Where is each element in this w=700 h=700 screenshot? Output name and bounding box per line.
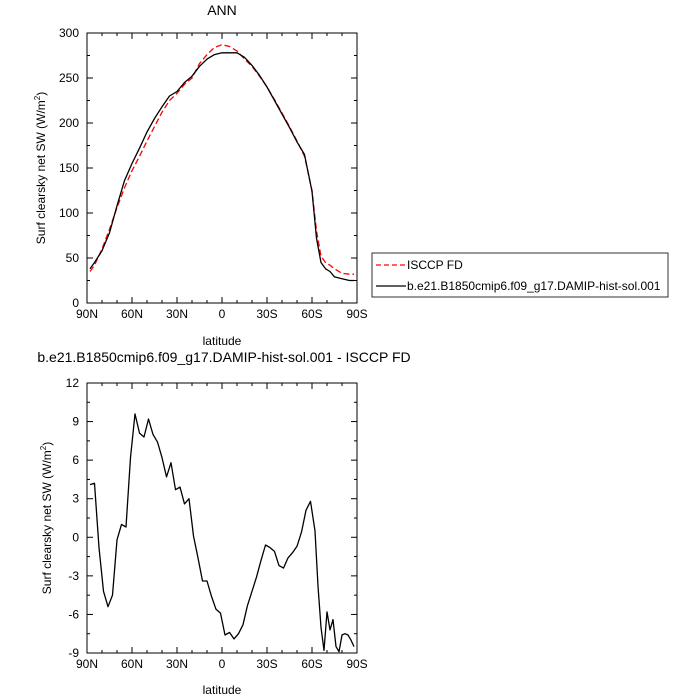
y-tick-label: 250 [59,71,79,85]
y-tick-label: 0 [72,530,79,544]
legend-label-model: b.e21.B1850cmip6.f09_g17.DAMIP-hist-sol.… [407,279,661,293]
bottom-panel: b.e21.B1850cmip6.f09_g17.DAMIP-hist-sol.… [37,349,410,697]
top-plot-frame [86,32,358,304]
y-tick-label: 3 [72,492,79,506]
x-tick-label: 30S [256,657,277,671]
series-line-1-0 [89,413,355,653]
x-tick-label: 90N [76,307,98,321]
bottom-y-axis-title: Surf clearsky net SW (W/m2) [39,442,54,594]
x-tick-label: 60S [301,307,322,321]
x-tick-label: 30S [256,307,277,321]
legend: ISCCP FD b.e21.B1850cmip6.f09_g17.DAMIP-… [371,252,669,298]
x-tick-label: 90S [346,307,367,321]
top-panel: ANN 90N 60N 30N 0 30S 60S 90S 0 50 100 150 200 250 30… [33,2,669,348]
x-tick-label: 90N [76,657,98,671]
y-tick-label: 6 [72,453,79,467]
y-tick-label: 150 [59,161,79,175]
y-tick-label: 300 [59,26,79,40]
top-chart-title: ANN [207,2,237,18]
y-tick-label: -6 [68,607,79,621]
x-tick-label: 0 [219,307,226,321]
y-tick-label: 9 [72,415,79,429]
y-tick-label: 50 [66,251,80,265]
y-tick-label: 12 [66,376,80,390]
x-tick-label: 60N [121,307,143,321]
bottom-x-axis-title: latitude [203,683,242,697]
x-tick-label: 60N [121,657,143,671]
x-tick-label: 30N [166,307,188,321]
legend-label-isccp: ISCCP FD [407,258,463,272]
x-tick-label: 90S [346,657,367,671]
y-tick-label: 0 [72,296,79,310]
y-tick-label: 200 [59,116,79,130]
x-tick-label: 30N [166,657,188,671]
x-tick-label: 0 [219,657,226,671]
top-y-axis-title: Surf clearsky net SW (W/m2) [33,92,48,244]
series-line-0-1 [89,52,354,282]
legend-box [371,252,669,298]
x-tick-label: 60S [301,657,322,671]
series-line-0-0 [89,44,354,275]
y-tick-label: -3 [68,569,79,583]
bottom-plot-frame [86,382,358,654]
top-x-axis-title: latitude [203,334,242,348]
y-tick-label: -9 [68,646,79,660]
bottom-chart-title: b.e21.B1850cmip6.f09_g17.DAMIP-hist-sol.… [37,349,410,365]
y-tick-label: 100 [59,206,79,220]
